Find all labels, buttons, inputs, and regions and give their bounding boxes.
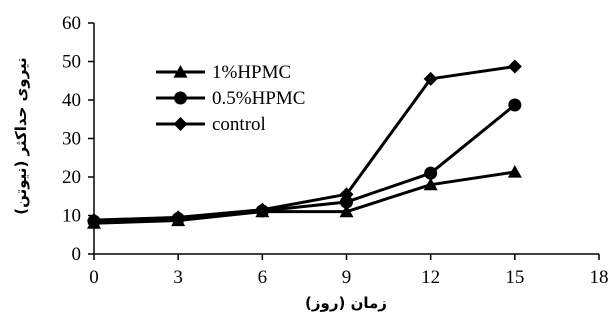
data-point bbox=[340, 195, 353, 209]
legend-label: 1%HPMC bbox=[212, 62, 291, 83]
series-line bbox=[93, 103, 516, 223]
data-point bbox=[508, 98, 522, 112]
series-layer bbox=[87, 59, 522, 229]
y-tick-label: 40 bbox=[62, 90, 81, 111]
y-tick-label: 30 bbox=[62, 129, 81, 150]
x-tick-label: 3 bbox=[173, 267, 183, 288]
data-point bbox=[423, 71, 438, 86]
series-line bbox=[93, 170, 516, 225]
x-tick-label: 18 bbox=[590, 267, 609, 288]
data-point bbox=[339, 204, 354, 218]
y-axis-title: نیروی حداکثر (نیوتن) bbox=[12, 57, 30, 214]
x-axis: 0 3 6 9 12 15 18 bbox=[89, 253, 609, 288]
data-point bbox=[87, 213, 101, 228]
legend-item: 1%HPMC bbox=[156, 62, 291, 83]
legend-item: 0.5%HPMC bbox=[156, 88, 305, 109]
data-point bbox=[423, 177, 438, 191]
legend-marker bbox=[173, 65, 188, 78]
series-control bbox=[87, 59, 522, 228]
legend-label: 0.5%HPMC bbox=[212, 88, 305, 109]
x-tick-label: 9 bbox=[342, 267, 352, 288]
y-tick-label: 50 bbox=[62, 52, 81, 73]
x-tick-label: 6 bbox=[258, 267, 268, 288]
legend-item: control bbox=[156, 114, 266, 135]
legend-marker bbox=[173, 117, 188, 131]
y-tick-label: 60 bbox=[62, 13, 81, 34]
legend-marker bbox=[174, 91, 187, 105]
data-point bbox=[255, 202, 270, 217]
data-point bbox=[339, 187, 354, 202]
y-axis: 0 10 20 30 40 50 60 bbox=[62, 13, 95, 265]
y-tick-label: 0 bbox=[72, 244, 82, 265]
legend-label: control bbox=[212, 114, 266, 135]
data-point bbox=[424, 166, 438, 180]
x-tick-label: 12 bbox=[421, 267, 440, 288]
y-tick-label: 20 bbox=[62, 167, 81, 188]
series-line bbox=[93, 65, 516, 222]
data-point bbox=[171, 210, 186, 225]
x-tick-label: 0 bbox=[89, 267, 99, 288]
data-point bbox=[507, 164, 522, 178]
x-axis-title: زمان (روز) bbox=[305, 294, 387, 312]
data-point bbox=[507, 59, 522, 74]
y-tick-label: 10 bbox=[62, 206, 81, 227]
legend: 1%HPMC 0.5%HPMC control bbox=[156, 62, 305, 135]
series-0-5-hpmc bbox=[87, 98, 522, 228]
x-tick-label: 15 bbox=[505, 267, 524, 288]
